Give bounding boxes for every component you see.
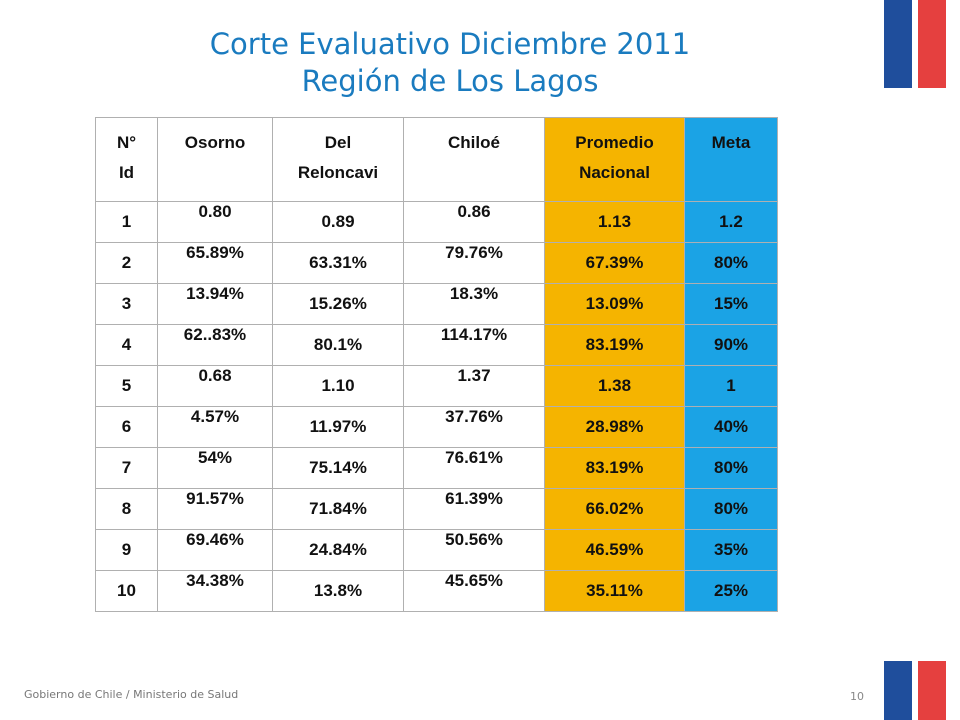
cell-meta: 15% — [684, 283, 778, 325]
cell-promedio-nacional: 67.39% — [544, 242, 685, 284]
cell-meta: 35% — [684, 529, 778, 571]
cell-promedio-nacional: 83.19% — [544, 324, 685, 366]
flag-red-stripe — [918, 661, 946, 720]
cell-id: 5 — [95, 365, 158, 407]
cell-reloncavi: 80.1% — [272, 324, 404, 366]
header-reloncavi: Del Reloncavi — [272, 117, 404, 202]
header-meta: Meta — [684, 117, 778, 202]
cell-chiloe: 114.17% — [403, 324, 545, 366]
title-line-1: Corte Evaluativo Diciembre 2011 — [209, 27, 691, 61]
cell-osorno: 65.89% — [157, 242, 273, 284]
cell-chiloe: 79.76% — [403, 242, 545, 284]
cell-id: 10 — [95, 570, 158, 612]
slide-title: Corte Evaluativo Diciembre 2011 Región d… — [90, 26, 810, 100]
cell-reloncavi: 1.10 — [272, 365, 404, 407]
table-row: 9 69.46% 24.84% 50.56% 46.59% 35% — [95, 529, 778, 571]
cell-id: 7 — [95, 447, 158, 489]
cell-chiloe: 50.56% — [403, 529, 545, 571]
cell-meta: 80% — [684, 242, 778, 284]
header-promedio-nacional: Promedio Nacional — [544, 117, 685, 202]
cell-id: 2 — [95, 242, 158, 284]
footer-text: Gobierno de Chile / Ministerio de Salud — [24, 688, 239, 701]
flag-logo-top — [884, 0, 946, 88]
page-number: 10 — [850, 690, 864, 703]
table-row: 6 4.57% 11.97% 37.76% 28.98% 40% — [95, 406, 778, 448]
cell-reloncavi: 11.97% — [272, 406, 404, 448]
cell-osorno: 0.68 — [157, 365, 273, 407]
cell-meta: 80% — [684, 488, 778, 530]
table-row: 5 0.68 1.10 1.37 1.38 1 — [95, 365, 778, 407]
header-id: N° Id — [95, 117, 158, 202]
cell-chiloe: 45.65% — [403, 570, 545, 612]
cell-reloncavi: 0.89 — [272, 201, 404, 243]
cell-id: 9 — [95, 529, 158, 571]
cell-promedio-nacional: 1.13 — [544, 201, 685, 243]
cell-reloncavi: 13.8% — [272, 570, 404, 612]
cell-promedio-nacional: 13.09% — [544, 283, 685, 325]
cell-osorno: 69.46% — [157, 529, 273, 571]
cell-promedio-nacional: 83.19% — [544, 447, 685, 489]
table-row: 8 91.57% 71.84% 61.39% 66.02% 80% — [95, 488, 778, 530]
cell-id: 1 — [95, 201, 158, 243]
cell-osorno: 54% — [157, 447, 273, 489]
cell-reloncavi: 24.84% — [272, 529, 404, 571]
cell-osorno: 13.94% — [157, 283, 273, 325]
cell-chiloe: 0.86 — [403, 201, 545, 243]
cell-chiloe: 1.37 — [403, 365, 545, 407]
title-line-2: Región de Los Lagos — [301, 64, 599, 98]
table-row: 2 65.89% 63.31% 79.76% 67.39% 80% — [95, 242, 778, 284]
table-row: 4 62..83% 80.1% 114.17% 83.19% 90% — [95, 324, 778, 366]
cell-promedio-nacional: 28.98% — [544, 406, 685, 448]
evaluation-table: N° Id Osorno Del Reloncavi Chiloé Promed… — [95, 117, 778, 612]
flag-red-stripe — [918, 0, 946, 88]
cell-osorno: 4.57% — [157, 406, 273, 448]
cell-meta: 1.2 — [684, 201, 778, 243]
table-row: 3 13.94% 15.26% 18.3% 13.09% 15% — [95, 283, 778, 325]
cell-osorno: 34.38% — [157, 570, 273, 612]
cell-id: 6 — [95, 406, 158, 448]
cell-meta: 1 — [684, 365, 778, 407]
cell-chiloe: 37.76% — [403, 406, 545, 448]
cell-meta: 80% — [684, 447, 778, 489]
cell-reloncavi: 75.14% — [272, 447, 404, 489]
cell-chiloe: 61.39% — [403, 488, 545, 530]
cell-chiloe: 18.3% — [403, 283, 545, 325]
table-row: 1 0.80 0.89 0.86 1.13 1.2 — [95, 201, 778, 243]
cell-id: 4 — [95, 324, 158, 366]
table-header-row: N° Id Osorno Del Reloncavi Chiloé Promed… — [95, 117, 778, 202]
cell-promedio-nacional: 35.11% — [544, 570, 685, 612]
header-osorno: Osorno — [157, 117, 273, 202]
cell-reloncavi: 63.31% — [272, 242, 404, 284]
cell-id: 3 — [95, 283, 158, 325]
flag-blue-stripe — [884, 661, 912, 720]
cell-osorno: 91.57% — [157, 488, 273, 530]
cell-promedio-nacional: 66.02% — [544, 488, 685, 530]
table-row: 10 34.38% 13.8% 45.65% 35.11% 25% — [95, 570, 778, 612]
cell-meta: 25% — [684, 570, 778, 612]
cell-meta: 40% — [684, 406, 778, 448]
header-chiloe: Chiloé — [403, 117, 545, 202]
cell-id: 8 — [95, 488, 158, 530]
flag-blue-stripe — [884, 0, 912, 88]
flag-logo-bottom — [884, 661, 946, 720]
table-row: 7 54% 75.14% 76.61% 83.19% 80% — [95, 447, 778, 489]
cell-osorno: 62..83% — [157, 324, 273, 366]
cell-osorno: 0.80 — [157, 201, 273, 243]
cell-meta: 90% — [684, 324, 778, 366]
cell-reloncavi: 71.84% — [272, 488, 404, 530]
cell-promedio-nacional: 1.38 — [544, 365, 685, 407]
cell-promedio-nacional: 46.59% — [544, 529, 685, 571]
cell-reloncavi: 15.26% — [272, 283, 404, 325]
cell-chiloe: 76.61% — [403, 447, 545, 489]
